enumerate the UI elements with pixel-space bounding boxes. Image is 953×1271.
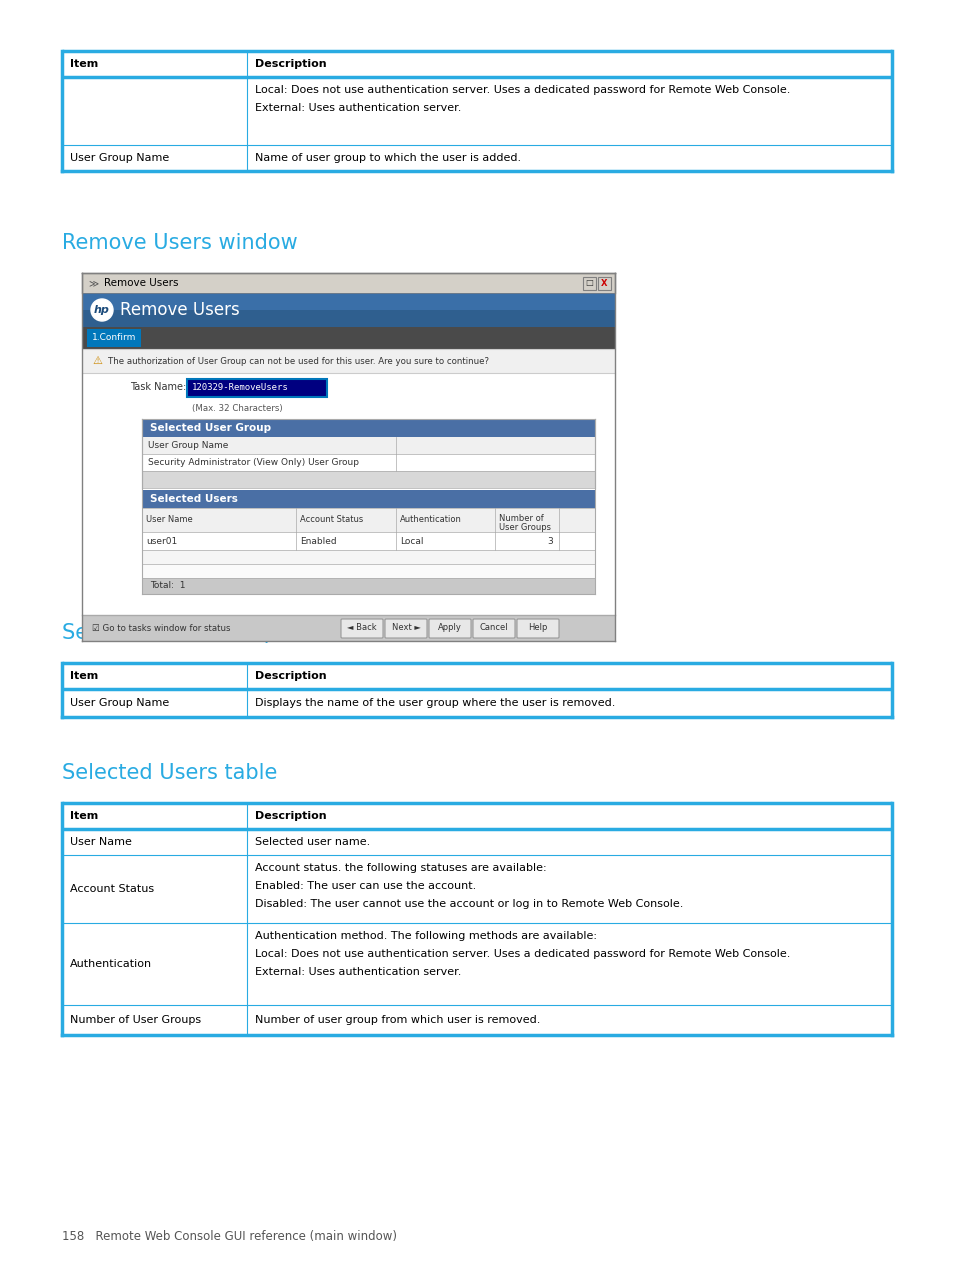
Text: Item: Item: [70, 671, 98, 681]
Bar: [82, 294, 615, 310]
Text: Item: Item: [70, 58, 98, 69]
FancyBboxPatch shape: [517, 619, 558, 638]
Bar: [87, 329, 141, 347]
Bar: [142, 437, 595, 454]
Text: Selected user name.: Selected user name.: [254, 838, 370, 846]
Text: user01: user01: [146, 536, 177, 545]
Bar: [82, 327, 615, 350]
Text: 158   Remote Web Console GUI reference (main window): 158 Remote Web Console GUI reference (ma…: [62, 1230, 396, 1243]
Text: 120329-RemoveUsers: 120329-RemoveUsers: [192, 384, 289, 393]
Text: Selected Users table: Selected Users table: [62, 763, 277, 783]
FancyBboxPatch shape: [429, 619, 471, 638]
Bar: [598, 277, 610, 290]
Text: User Group Name: User Group Name: [70, 698, 169, 708]
Bar: [82, 416, 615, 615]
Text: Total:  1: Total: 1: [150, 582, 185, 591]
Text: (Max. 32 Characters): (Max. 32 Characters): [192, 404, 282, 413]
Bar: [142, 508, 595, 533]
Text: Account Status: Account Status: [299, 516, 363, 525]
Text: Security Administrator (View Only) User Group: Security Administrator (View Only) User …: [148, 458, 358, 466]
Text: Selected User Group table: Selected User Group table: [62, 623, 336, 643]
Bar: [82, 294, 615, 327]
Bar: [62, 803, 891, 829]
Text: Description: Description: [254, 811, 326, 821]
Text: Account status. the following statuses are available:: Account status. the following statuses a…: [254, 863, 546, 873]
Bar: [142, 550, 595, 564]
FancyBboxPatch shape: [385, 619, 427, 638]
Text: Apply: Apply: [437, 624, 461, 633]
Bar: [62, 51, 891, 78]
Text: Description: Description: [254, 671, 326, 681]
Text: External: Uses authentication server.: External: Uses authentication server.: [254, 967, 461, 977]
Text: Name of user group to which the user is added.: Name of user group to which the user is …: [254, 153, 520, 163]
Text: Selected Users: Selected Users: [150, 494, 237, 505]
Bar: [142, 491, 595, 508]
Text: Number of user group from which user is removed.: Number of user group from which user is …: [254, 1016, 539, 1024]
Text: Selected User Group: Selected User Group: [150, 423, 271, 433]
Text: Description: Description: [254, 58, 326, 69]
Text: Local: Does not use authentication server. Uses a dedicated password for Remote : Local: Does not use authentication serve…: [254, 85, 789, 95]
Circle shape: [91, 299, 112, 322]
Text: Help: Help: [528, 624, 547, 633]
Text: ☑ Go to tasks window for status: ☑ Go to tasks window for status: [91, 624, 231, 633]
Bar: [142, 533, 595, 550]
Text: Enabled: Enabled: [299, 536, 336, 545]
Text: ≫: ≫: [88, 278, 98, 289]
Text: X: X: [600, 278, 607, 287]
Text: Local: Local: [399, 536, 423, 545]
Text: Task Name:: Task Name:: [130, 383, 186, 391]
Text: User Group Name: User Group Name: [148, 441, 228, 450]
Bar: [142, 419, 595, 437]
Text: 3: 3: [546, 536, 552, 545]
Text: Displays the name of the user group where the user is removed.: Displays the name of the user group wher…: [254, 698, 615, 708]
Text: Remove Users window: Remove Users window: [62, 233, 297, 253]
Text: Number of User Groups: Number of User Groups: [70, 1016, 201, 1024]
Bar: [82, 615, 615, 641]
Bar: [62, 689, 891, 717]
FancyBboxPatch shape: [340, 619, 382, 638]
Text: ⚠: ⚠: [91, 356, 102, 366]
Text: User Name: User Name: [70, 838, 132, 846]
Text: User Groups: User Groups: [498, 522, 551, 533]
Bar: [187, 379, 327, 397]
Bar: [142, 472, 595, 488]
Bar: [62, 1005, 891, 1035]
Bar: [62, 145, 891, 172]
Text: Authentication: Authentication: [70, 960, 152, 969]
Text: User Group Name: User Group Name: [70, 153, 169, 163]
Bar: [142, 454, 595, 472]
Bar: [582, 277, 596, 290]
Text: Account Status: Account Status: [70, 885, 154, 894]
Text: 1.Confirm: 1.Confirm: [91, 333, 136, 342]
Bar: [82, 372, 615, 416]
Text: hp: hp: [94, 305, 110, 315]
Text: Disabled: The user cannot use the account or log in to Remote Web Console.: Disabled: The user cannot use the accoun…: [254, 899, 682, 909]
Bar: [142, 564, 595, 578]
Bar: [82, 273, 615, 294]
Bar: [62, 923, 891, 1005]
Text: Number of: Number of: [498, 513, 543, 522]
FancyBboxPatch shape: [473, 619, 515, 638]
Text: User Name: User Name: [146, 516, 193, 525]
Text: Authentication: Authentication: [399, 516, 461, 525]
Text: Authentication method. The following methods are available:: Authentication method. The following met…: [254, 930, 597, 941]
Bar: [82, 350, 615, 372]
Text: □: □: [585, 278, 593, 287]
Bar: [142, 578, 595, 594]
Text: ◄ Back: ◄ Back: [347, 624, 376, 633]
Text: Item: Item: [70, 811, 98, 821]
Bar: [62, 78, 891, 145]
Bar: [62, 855, 891, 923]
Text: Cancel: Cancel: [479, 624, 508, 633]
Text: External: Uses authentication server.: External: Uses authentication server.: [254, 103, 461, 113]
Text: Next ►: Next ►: [391, 624, 420, 633]
Bar: [62, 663, 891, 689]
Text: Remove Users: Remove Users: [104, 278, 178, 289]
Text: Remove Users: Remove Users: [120, 301, 239, 319]
Text: Enabled: The user can use the account.: Enabled: The user can use the account.: [254, 881, 476, 891]
Text: The authorization of User Group can not be used for this user. Are you sure to c: The authorization of User Group can not …: [108, 356, 489, 366]
Bar: [62, 829, 891, 855]
Text: Local: Does not use authentication server. Uses a dedicated password for Remote : Local: Does not use authentication serve…: [254, 949, 789, 960]
